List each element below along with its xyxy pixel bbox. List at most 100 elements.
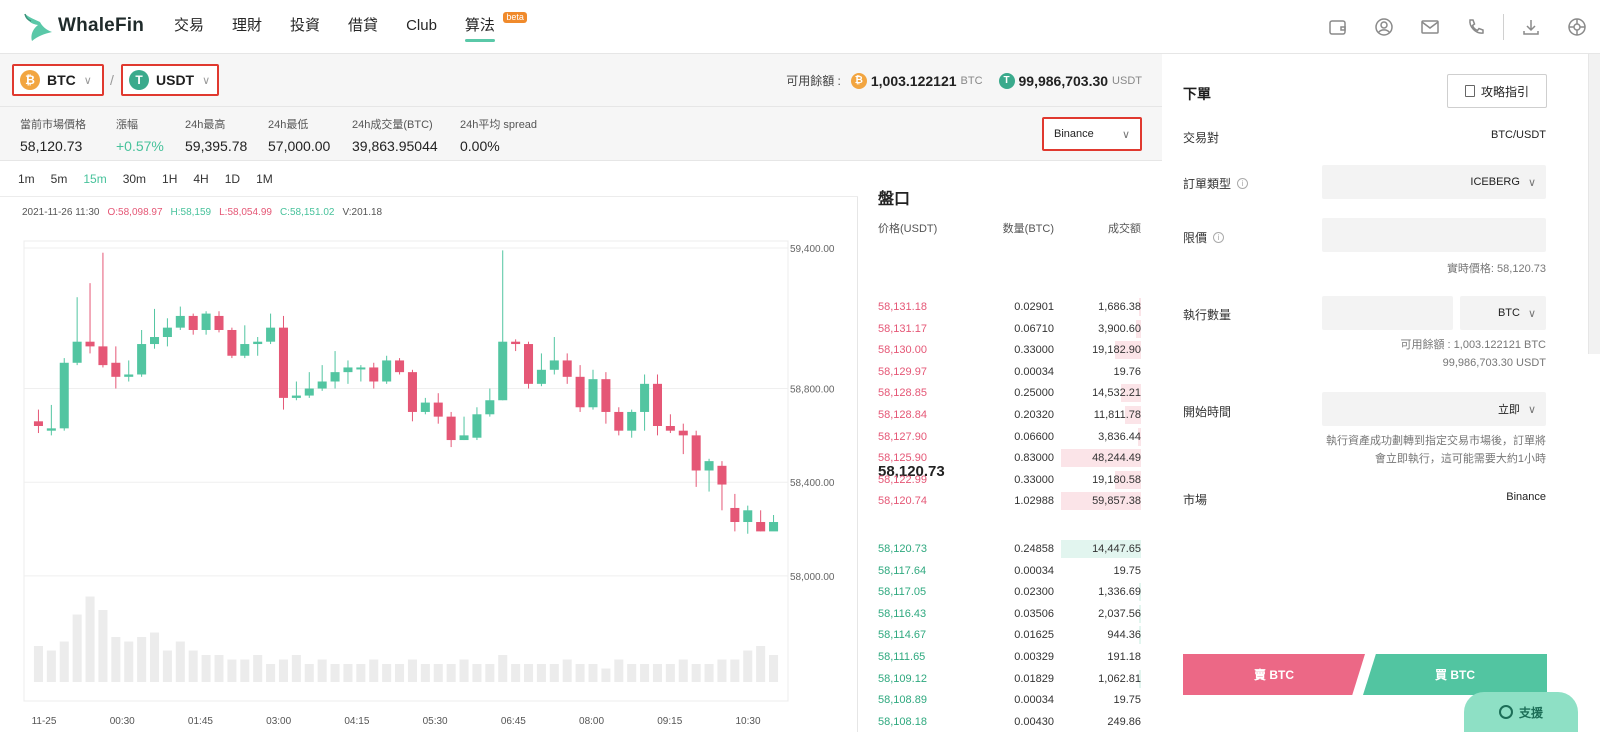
col-price: 价格(USDT)	[878, 223, 938, 235]
bid-row[interactable]: 58,117.64 0.00034 19.75	[878, 562, 1141, 580]
info-icon[interactable]: i	[1237, 178, 1249, 189]
sell-btc-button[interactable]: 賣 BTC	[1183, 654, 1365, 695]
start-time-select[interactable]: 立即 ∨	[1322, 392, 1546, 426]
guide-button[interactable]: 攻略指引	[1447, 74, 1547, 108]
interval-1d[interactable]: 1D	[224, 171, 241, 186]
ask-row[interactable]: 58,125.90 0.83000 48,244.49	[878, 449, 1141, 468]
candle-body	[46, 428, 56, 431]
candle-body	[446, 416, 456, 441]
interval-30m[interactable]: 30m	[122, 171, 147, 186]
download-icon[interactable]	[1508, 0, 1554, 54]
volume-bar	[472, 664, 482, 682]
avail-line-btc: 可用餘額 : 1,003.122121 BTC	[1400, 339, 1546, 351]
ask-row[interactable]: 58,128.84 0.20320 11,811.78	[878, 406, 1141, 424]
interval-1m[interactable]: 1m	[18, 171, 35, 186]
user-icon[interactable]	[1361, 0, 1407, 54]
interval-5m[interactable]: 5m	[50, 171, 68, 186]
ask-row[interactable]: 58,122.99 0.33000 19,180.58	[878, 470, 1141, 489]
stat-value: 0.00%	[460, 138, 500, 154]
depth-bar	[1139, 669, 1141, 688]
book-total: 3,900.60	[1098, 322, 1141, 335]
nav-item-lending[interactable]: 借貸	[334, 0, 392, 54]
candle-body	[150, 337, 160, 345]
candle-body	[330, 372, 340, 382]
nav-item-algo[interactable]: 算法 beta	[451, 0, 527, 54]
volume-bar	[162, 650, 172, 682]
ask-row[interactable]: 58,127.90 0.06600 3,836.44	[878, 427, 1141, 446]
nav-item-label: 算法	[464, 17, 495, 34]
ask-row[interactable]: 58,120.74 1.02988 59,857.38	[878, 492, 1141, 511]
interval-4h[interactable]: 4H	[193, 171, 209, 186]
start-time-label: 開始時間	[1183, 405, 1232, 419]
nav-item-trade[interactable]: 交易	[160, 0, 218, 54]
volume-bar	[459, 659, 469, 682]
bid-row[interactable]: 58,109.12 0.01829 1,062.81	[878, 669, 1141, 688]
ask-row[interactable]: 58,131.18 0.02901 1,686.38	[878, 298, 1141, 316]
base-coin-label: BTC	[47, 72, 76, 88]
ask-row[interactable]: 58,131.17 0.06710 3,900.60	[878, 319, 1141, 338]
phone-icon[interactable]	[1453, 0, 1499, 54]
volume-bar	[356, 664, 366, 682]
mid-price: 58,120.73	[878, 463, 945, 480]
volume-bar	[150, 632, 160, 682]
volume-bar	[59, 641, 69, 682]
bid-row[interactable]: 58,108.89 0.00034 19.75	[878, 691, 1141, 709]
volume-bar	[640, 664, 650, 682]
bid-row[interactable]: 58,108.18 0.00430 249.86	[878, 713, 1141, 731]
candle-body	[382, 360, 392, 382]
book-total: 19,180.58	[1092, 473, 1141, 486]
qty-unit-select[interactable]: BTC ∨	[1460, 296, 1546, 330]
book-total: 3,836.44	[1098, 430, 1141, 443]
ask-row[interactable]: 58,130.00 0.33000 19,182.90	[878, 341, 1141, 360]
base-coin-select[interactable]: ₿ BTC ∨	[12, 64, 104, 96]
book-qty: 0.00034	[1014, 365, 1054, 378]
limit-price-input[interactable]	[1322, 218, 1546, 252]
settings-icon[interactable]	[1554, 0, 1600, 54]
info-icon[interactable]: i	[1213, 232, 1225, 243]
support-button[interactable]: 支援	[1464, 692, 1578, 732]
qty-input[interactable]	[1322, 296, 1453, 330]
book-price: 58,129.97	[878, 365, 927, 378]
interval-15m[interactable]: 15m	[83, 171, 107, 186]
mail-icon[interactable]	[1407, 0, 1453, 54]
bid-row[interactable]: 58,114.67 0.01625 944.36	[878, 626, 1141, 645]
nav-item-club[interactable]: Club	[392, 0, 451, 54]
order-book: 盤口 价格(USDT) 数量(BTC) 成交额 58,120.73 58,131…	[858, 161, 1162, 732]
stat-value: 57,000.00	[268, 138, 331, 154]
nav-item-wealth[interactable]: 理財	[218, 0, 276, 54]
stat-value: 39,863.95044	[352, 138, 438, 154]
bid-row[interactable]: 58,117.05 0.02300 1,336.69	[878, 583, 1141, 602]
exchange-select[interactable]: Binance ∨	[1042, 117, 1142, 151]
candlestick-chart[interactable]: 59,400.00 58,800.00 58,400.00 58,000.00 11-2…	[0, 221, 858, 732]
book-qty: 0.25000	[1014, 387, 1054, 400]
icon-divider	[1503, 14, 1504, 40]
book-qty: 0.83000	[1014, 452, 1054, 465]
buy-btc-button[interactable]: 買 BTC	[1363, 654, 1547, 695]
book-total: 19.75	[1113, 564, 1141, 577]
x-tick-label: 06:45	[501, 716, 526, 727]
bid-row[interactable]: 58,120.73 0.24858 14,447.65	[878, 540, 1141, 558]
bid-row[interactable]: 58,111.65 0.00329 191.18	[878, 648, 1141, 666]
wallet-icon[interactable]	[1315, 0, 1361, 54]
bid-row[interactable]: 58,116.43 0.03506 2,037.56	[878, 604, 1141, 623]
book-qty: 0.02300	[1014, 586, 1054, 599]
scrollbar[interactable]	[1588, 54, 1600, 354]
depth-bar	[1139, 298, 1141, 316]
ask-row[interactable]: 58,128.85 0.25000 14,532.21	[878, 384, 1141, 403]
volume-bar	[588, 664, 598, 682]
book-price: 58,120.74	[878, 495, 927, 508]
whalefin-logo[interactable]: WhaleFin	[22, 6, 144, 46]
order-type-select[interactable]: ICEBERG ∨	[1322, 165, 1546, 199]
nav-item-invest[interactable]: 投資	[276, 0, 334, 54]
candle-body	[730, 507, 740, 523]
quote-coin-select[interactable]: T USDT ∨	[121, 64, 219, 96]
stat-label: 當前市場價格	[20, 119, 86, 131]
book-total: 2,037.56	[1098, 607, 1141, 620]
candle-body	[407, 372, 417, 412]
interval-1h[interactable]: 1H	[162, 171, 178, 186]
candle-body	[98, 346, 108, 366]
ohlc-open: O:58,098.97	[107, 207, 163, 218]
interval-1month[interactable]: 1M	[256, 171, 273, 186]
volume-bar	[278, 659, 288, 682]
ask-row[interactable]: 58,129.97 0.00034 19.76	[878, 363, 1141, 381]
